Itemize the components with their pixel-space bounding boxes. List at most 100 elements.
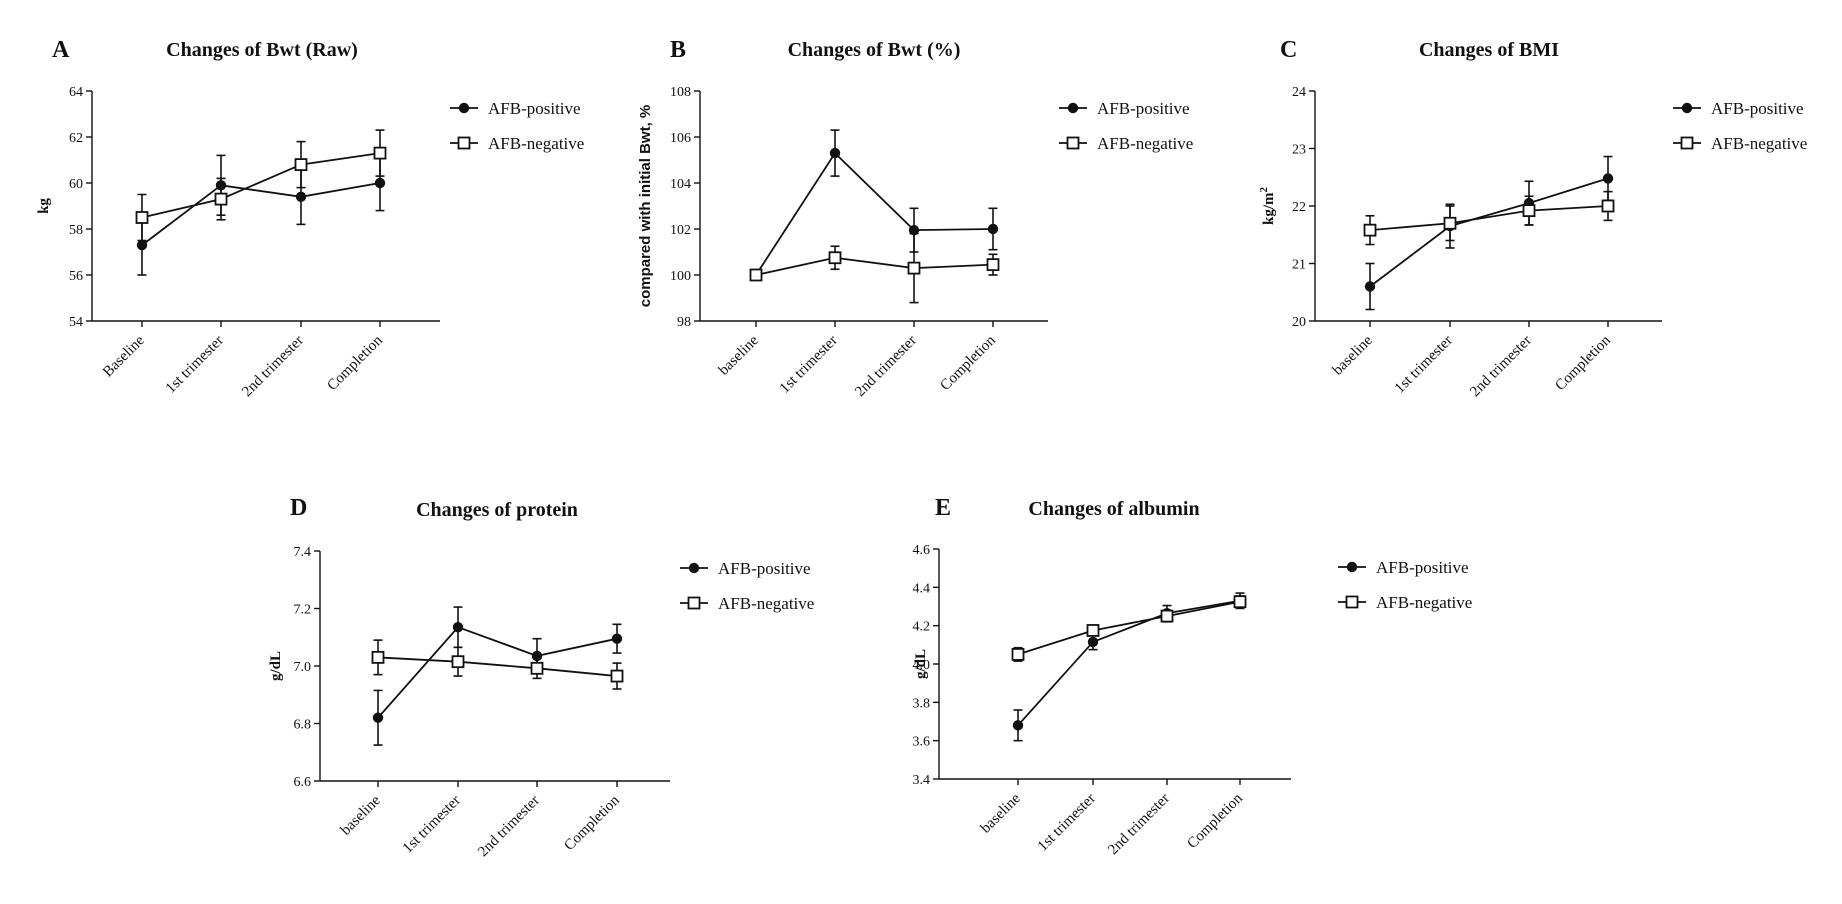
y-tick-label: 4.2 [913,620,931,635]
series-afb-negative [135,129,387,242]
chart-title: Changes of protein [416,499,578,521]
data-point [987,223,999,235]
y-tick-label: 58 [69,223,83,238]
series-line [755,256,994,276]
x-tick-label: 2nd trimester [852,333,920,401]
panel-letter: E [935,495,951,521]
data-point [530,661,544,675]
x-tick-label: baseline [716,332,762,378]
data-point [907,261,921,275]
legend: AFB-positive AFB-negative [450,99,584,153]
y-tick-label: 62 [69,131,83,146]
series-afb-positive [1364,155,1614,311]
legend-label: AFB-negative [1376,593,1472,612]
data-point [372,712,384,723]
legend-marker [458,102,470,114]
y-tick-label: 22 [1292,200,1306,215]
panel-c: C Changes of BMI 20 21 22 23 24 kg/m2 baseline 1s… [1258,37,1807,400]
y-tick-label: 4.4 [913,581,931,596]
y-axis-label: g/dL [913,649,929,679]
y-tick-label: 23 [1292,143,1306,158]
data-point [1522,204,1536,218]
legend-label: AFB-negative [1711,134,1807,153]
y-tick-label: 64 [69,85,83,100]
y-tick-label: 3.8 [913,696,931,711]
legend: AFB-positive AFB-negative [680,559,814,613]
x-tick-label: Completion [1552,332,1614,394]
panel-letter: A [52,37,70,63]
legend-marker [687,596,701,610]
data-point [1087,636,1099,648]
y-axis-label: g/dL [268,651,284,681]
legend-label: AFB-positive [718,559,811,578]
data-point [1086,624,1100,637]
panel-d: D Changes of protein 6.6 6.8 7.0 7.2 7.4 g/dL ba… [268,495,814,860]
series-afb-positive [1012,592,1246,742]
data-point [1601,199,1615,213]
x-tick-label: baseline [978,790,1024,836]
data-point [374,177,386,189]
y-axis-label-superscript: 2 [1258,186,1270,192]
data-point [986,258,1000,272]
legend-marker [1346,561,1358,573]
y-tick-label: 6.8 [294,718,312,733]
series-line [377,656,618,677]
data-point [1012,720,1024,731]
legend: AFB-positive AFB-negative [1673,99,1807,153]
x-tick-label: Completion [561,792,623,854]
legend-label: AFB-negative [1097,134,1193,153]
data-point [1602,173,1614,184]
y-tick-label: 3.4 [913,773,931,788]
legend-label: AFB-positive [1711,99,1804,118]
y-tick-label: 56 [69,269,83,284]
data-point [214,192,228,206]
data-point [136,239,148,251]
data-point [295,191,307,202]
x-tick-label: 2nd trimester [475,793,543,861]
y-tick-label: 7.4 [294,545,312,560]
legend-label: AFB-negative [488,134,584,153]
x-tick-label: baseline [1330,332,1376,378]
data-point [1364,281,1376,292]
y-tick-label: 106 [670,131,691,146]
y-tick-label: 7.2 [294,603,312,618]
panel-letter: B [670,37,686,63]
data-point [908,224,920,236]
data-point [1011,648,1025,661]
y-tick-label: 7.0 [294,660,312,675]
legend-label: AFB-positive [1097,99,1190,118]
chart-title: Changes of Bwt (Raw) [166,39,358,61]
y-tick-label: 20 [1292,315,1306,330]
data-point [828,251,842,265]
series-line [377,626,618,719]
x-tick-label: Completion [324,332,386,394]
x-tick-label: 1st trimester [1035,791,1099,855]
data-point [1363,223,1377,237]
panel-b: B Changes of Bwt (%) 98 100 102 104 106 108 comp… [637,37,1193,400]
legend-marker [457,136,471,150]
series-line [755,151,994,276]
series-line [1017,600,1241,656]
data-point [610,669,624,683]
data-point [452,621,464,633]
y-axis-label: kg/m2 [1258,186,1277,225]
legend-label: AFB-negative [718,594,814,613]
series-afb-positive [750,129,999,281]
x-tick-label: 2nd trimester [1105,791,1173,859]
panel-e: E Changes of albumin 3.4 3.6 3.8 4.0 4.2 4.4 4.6… [913,495,1473,858]
y-axis-label: kg [36,198,52,214]
data-point [451,655,465,669]
legend-marker [1681,102,1693,114]
legend: AFB-positive AFB-negative [1338,558,1472,612]
series-line [1017,599,1241,726]
y-tick-label: 4.0 [913,658,931,673]
x-tick-label: Baseline [100,332,148,380]
series-afb-positive [136,154,386,276]
series-line [1369,177,1609,288]
chart-title: Changes of BMI [1419,39,1559,61]
x-tick-label: 1st trimester [1392,333,1456,397]
data-point [749,268,763,282]
chart-title: Changes of Bwt (%) [788,39,961,61]
legend-marker [1066,136,1080,150]
